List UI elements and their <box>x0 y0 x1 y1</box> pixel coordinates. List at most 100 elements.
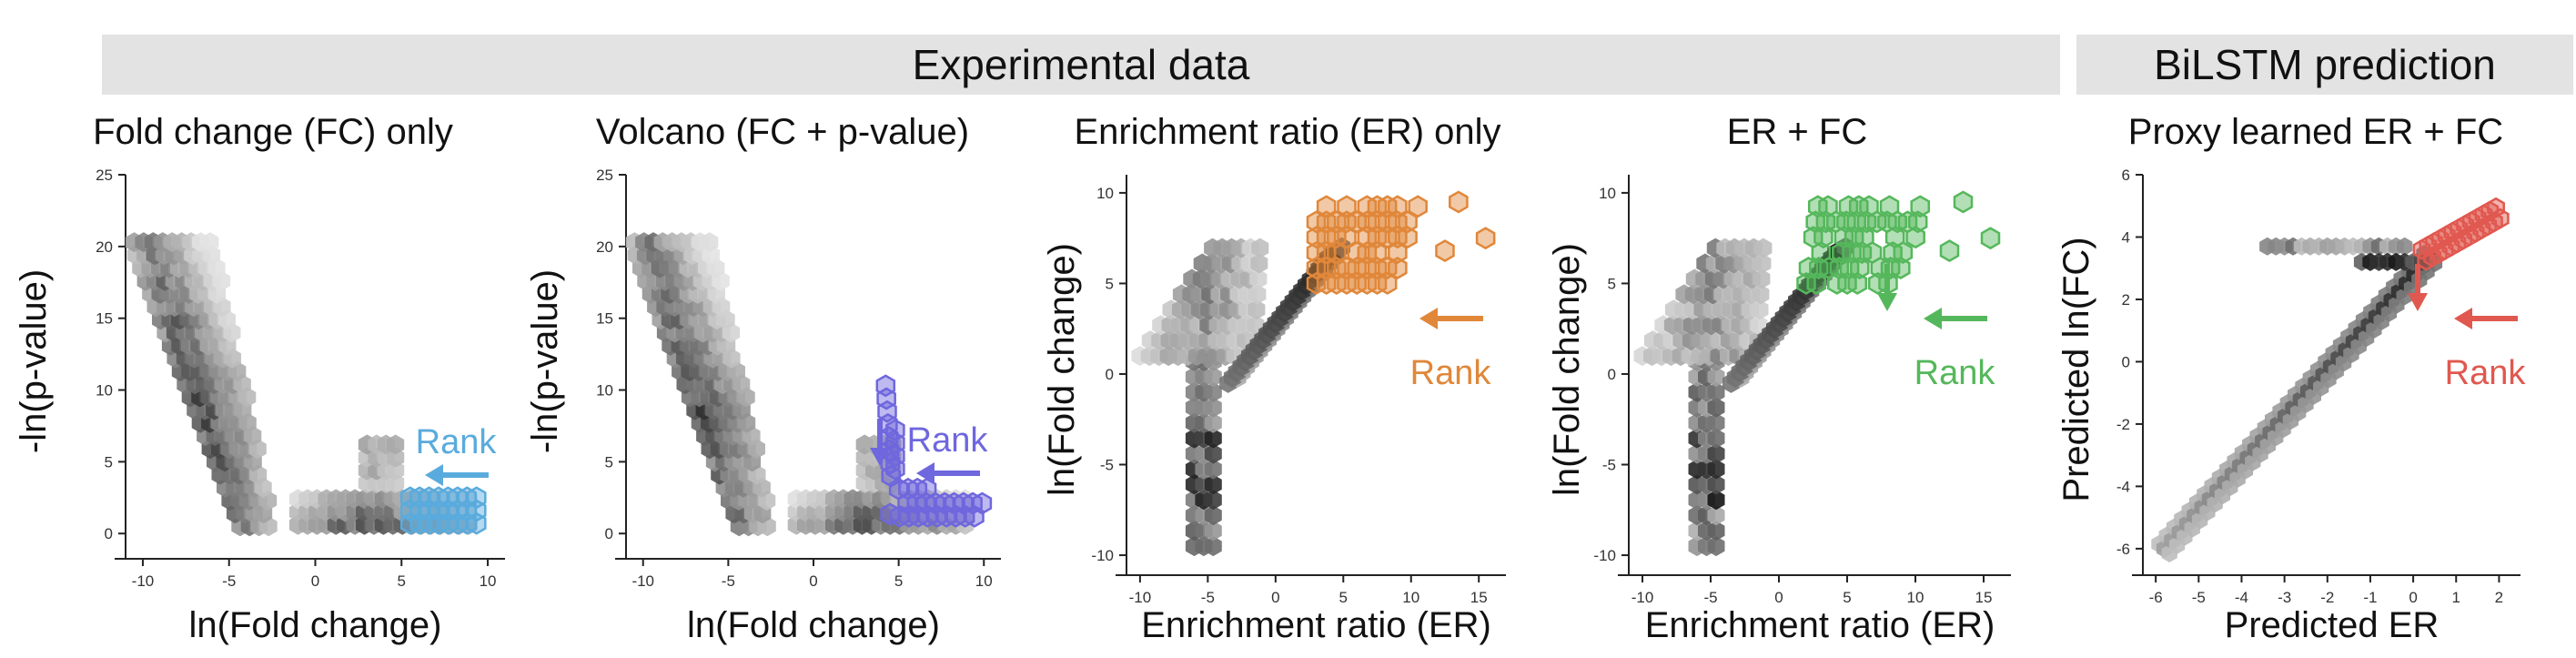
density-hex <box>1752 284 1770 305</box>
x-tick-label: -10 <box>132 572 155 590</box>
y-axis-label: ln(Fold change) <box>1042 243 1082 496</box>
y-tick-label: 5 <box>605 453 613 471</box>
x-tick-label: 0 <box>1271 589 1279 606</box>
density-hex <box>387 447 405 468</box>
y-tick-label: 15 <box>596 310 613 328</box>
x-tick-label: -4 <box>2235 589 2248 606</box>
ranked-hex <box>1877 210 1897 234</box>
density-hex <box>1204 412 1222 433</box>
y-tick-label: -4 <box>2116 478 2130 495</box>
density-hex <box>2397 237 2413 256</box>
ranked-hex <box>1829 257 1850 279</box>
ranked-hex <box>1367 195 1388 218</box>
density-hex <box>1707 536 1725 557</box>
x-axis-label: Predicted ER <box>2225 605 2440 645</box>
ranked-hex <box>916 477 937 501</box>
x-tick-label: -2 <box>2320 589 2334 606</box>
density-hex <box>1249 268 1268 289</box>
rank-label: Rank <box>416 423 498 461</box>
x-tick-label: 5 <box>398 572 406 590</box>
rank-arrow-head <box>2454 308 2472 329</box>
density-hex <box>1707 474 1725 495</box>
x-tick-label: 10 <box>1402 589 1419 606</box>
density-hex <box>1204 459 1222 480</box>
ranked-hex <box>1337 210 1357 234</box>
ranked-hex <box>1377 210 1398 234</box>
ranked-hex <box>466 486 487 510</box>
density-hex <box>1753 268 1771 289</box>
rank-down-arrow-head <box>1877 293 1897 311</box>
x-axis-label: Enrichment ratio (ER) <box>1141 605 1491 645</box>
ranked-hex <box>1907 210 1928 234</box>
y-tick-label: 0 <box>1106 366 1114 383</box>
y-tick-label: -10 <box>1593 547 1616 564</box>
x-tick-label: -5 <box>2192 589 2206 606</box>
panel-title: ER + FC <box>1727 112 1867 152</box>
y-tick-label: 25 <box>596 167 613 184</box>
x-tick-label: 15 <box>1975 589 1993 606</box>
ranked-hex <box>1939 239 1960 263</box>
y-tick-label: 20 <box>596 238 613 256</box>
density-hex <box>1250 253 1268 274</box>
rank-label: Rank <box>2445 354 2527 392</box>
density-hex <box>1707 443 1725 464</box>
y-tick-label: 10 <box>1599 185 1616 202</box>
rank-label: Rank <box>1410 354 1492 392</box>
y-tick-label: 25 <box>96 167 113 184</box>
y-tick-label: 6 <box>2122 167 2130 184</box>
density-hex <box>956 514 975 535</box>
x-tick-label: -3 <box>2278 589 2291 606</box>
y-tick-label: 4 <box>2122 228 2130 246</box>
panel-proxy: Proxy learned ER + FC -6 -5 -4 -3 -2 -1 0 1 2 -6 -4… <box>2056 112 2526 645</box>
ranked-hex <box>1306 210 1327 234</box>
ranked-hex <box>1408 195 1428 218</box>
x-tick-label: -6 <box>2149 589 2163 606</box>
ranked-hex <box>2490 208 2510 229</box>
density-hex <box>1248 284 1267 305</box>
density-hex <box>1754 238 1773 258</box>
rank-arrow-head <box>916 462 934 484</box>
y-tick-label: 20 <box>96 238 113 256</box>
x-tick-label: -10 <box>1129 589 1152 606</box>
y-tick-label: -5 <box>1100 457 1114 474</box>
density-hex <box>1204 381 1222 402</box>
x-tick-label: 10 <box>480 572 497 590</box>
density-hex <box>1707 381 1725 402</box>
x-tick-label: 0 <box>2409 589 2417 606</box>
density-hex <box>1707 412 1725 433</box>
x-tick-label: 10 <box>975 572 993 590</box>
density-hex <box>1707 490 1725 511</box>
x-tick-label: 2 <box>2495 589 2503 606</box>
x-tick-label: 5 <box>1339 589 1348 606</box>
density-hex <box>1707 521 1725 542</box>
density-hex <box>1707 428 1725 449</box>
ranked-hex <box>2487 197 2505 218</box>
ranked-hex <box>1818 195 1838 218</box>
y-tick-label: 0 <box>105 525 113 542</box>
ranked-hex <box>1859 195 1879 218</box>
y-tick-label: -5 <box>1602 457 1616 474</box>
ranked-hex <box>885 419 905 442</box>
ranked-hex <box>1879 195 1900 218</box>
ranked-hex <box>1803 226 1823 249</box>
rank-label: Rank <box>1914 354 1996 392</box>
y-tick-label: -10 <box>1091 547 1114 564</box>
x-tick-label: 0 <box>809 572 817 590</box>
panel-title: Proxy learned ER + FC <box>2128 112 2503 152</box>
density-hex <box>1707 505 1725 526</box>
x-tick-label: 0 <box>1774 589 1783 606</box>
x-axis-label: Enrichment ratio (ER) <box>1645 605 1995 645</box>
density-hex <box>1204 367 1222 387</box>
panel-er-only: Enrichment ratio (ER) only -10 -5 0 5 10 15 -10… <box>1042 112 1506 645</box>
panel-title: Fold change (FC) only <box>93 112 453 152</box>
x-axis-label: ln(Fold change) <box>687 605 940 645</box>
ranked-hex <box>1809 257 1829 279</box>
density-hex <box>1204 490 1222 511</box>
ranked-hex <box>1883 241 1903 265</box>
ranked-hex <box>1838 195 1859 218</box>
density-hex <box>1751 299 1769 320</box>
ranked-hex <box>1367 210 1388 234</box>
density-hex <box>1204 397 1222 418</box>
